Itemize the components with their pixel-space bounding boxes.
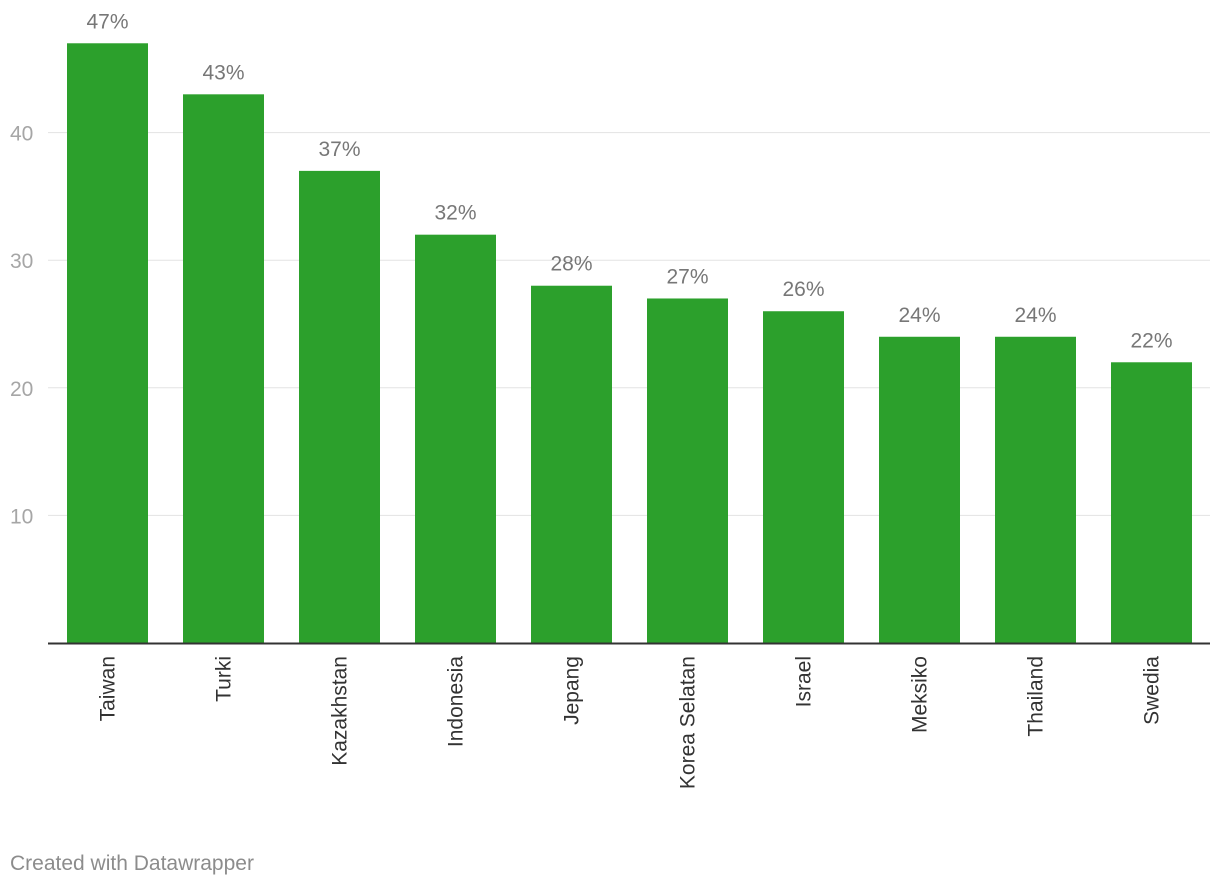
y-tick-label-20: 20 [10,378,33,401]
x-tick-label-taiwan: Taiwan [97,656,120,721]
x-axis-labels: Taiwan Turki Kazakhstan Indonesia Jepang Kore… [97,656,1164,789]
x-tick-label-meksiko: Meksiko [909,656,932,733]
value-label-swedia: 22% [1130,329,1172,352]
bar-turki [183,94,264,643]
value-label-israel: 26% [782,278,824,301]
bar-korea-selatan [647,298,728,643]
value-label-thailand: 24% [1014,304,1056,327]
x-tick-label-korea-selatan: Korea Selatan [677,656,700,789]
x-tick-label-turki: Turki [213,656,236,702]
x-tick-label-jepang: Jepang [561,656,584,725]
x-tick-label-israel: Israel [793,656,816,707]
x-tick-label-swedia: Swedia [1141,656,1164,725]
value-label-taiwan: 47% [86,10,128,33]
credit-text: Created with Datawrapper [10,852,254,875]
y-tick-label-10: 10 [10,505,33,528]
value-labels: 47% 43% 37% 32% 28% 27% 26% 24% 24% 22% [86,10,1172,352]
value-label-korea-selatan: 27% [666,265,708,288]
bars [67,43,1192,643]
bar-meksiko [879,336,960,643]
bar-thailand [995,336,1076,643]
x-tick-label-indonesia: Indonesia [445,656,468,747]
bar-kazakhstan [299,170,380,643]
x-tick-label-kazakhstan: Kazakhstan [329,656,352,766]
bar-jepang [531,285,612,643]
x-tick-label-thailand: Thailand [1025,656,1048,737]
value-label-meksiko: 24% [898,304,940,327]
value-label-jepang: 28% [550,253,592,276]
y-axis-ticks: 10 20 30 40 [10,123,33,529]
bar-indonesia [415,234,496,643]
value-label-indonesia: 32% [434,202,476,225]
y-tick-label-30: 30 [10,250,33,273]
y-tick-label-40: 40 [10,123,33,146]
value-label-kazakhstan: 37% [318,138,360,161]
value-label-turki: 43% [202,61,244,84]
bar-swedia [1111,362,1192,643]
bar-taiwan [67,43,148,643]
bar-israel [763,311,844,643]
